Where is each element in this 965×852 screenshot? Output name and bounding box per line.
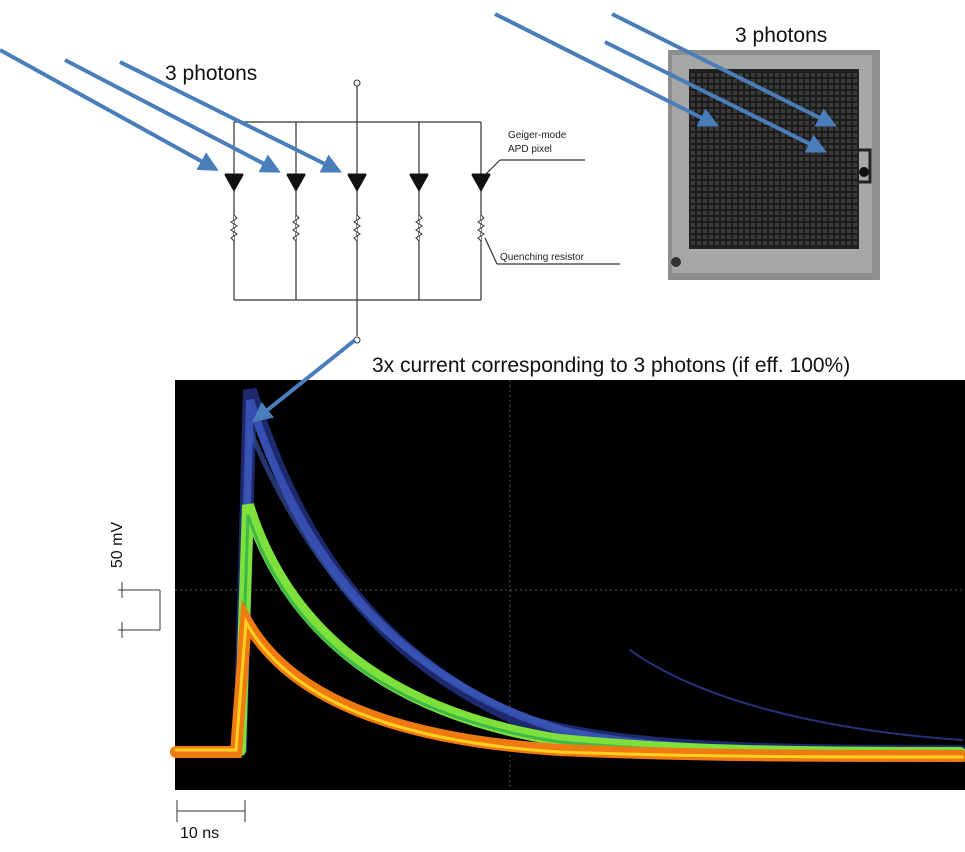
chip-photo: 3 photons xyxy=(668,24,880,280)
resistor-label: Quenching resistor xyxy=(500,252,585,263)
arrows xyxy=(0,12,837,423)
pixel-label: APD pixel xyxy=(508,144,552,155)
circuit: Geiger-mode APD pixel Quenching resistor… xyxy=(165,62,620,344)
pixel-label: Geiger-mode xyxy=(508,130,567,141)
horizontal-scale: 10 ns xyxy=(180,825,219,842)
scope-annotation: 3x current corresponding to 3 photons (i… xyxy=(372,354,850,377)
scope: 3x current corresponding to 3 photons (i… xyxy=(109,354,965,842)
vertical-scale: 50 mV xyxy=(109,522,126,569)
photons-label: 3 photons xyxy=(735,24,827,47)
photons-label: 3 photons xyxy=(165,62,257,85)
